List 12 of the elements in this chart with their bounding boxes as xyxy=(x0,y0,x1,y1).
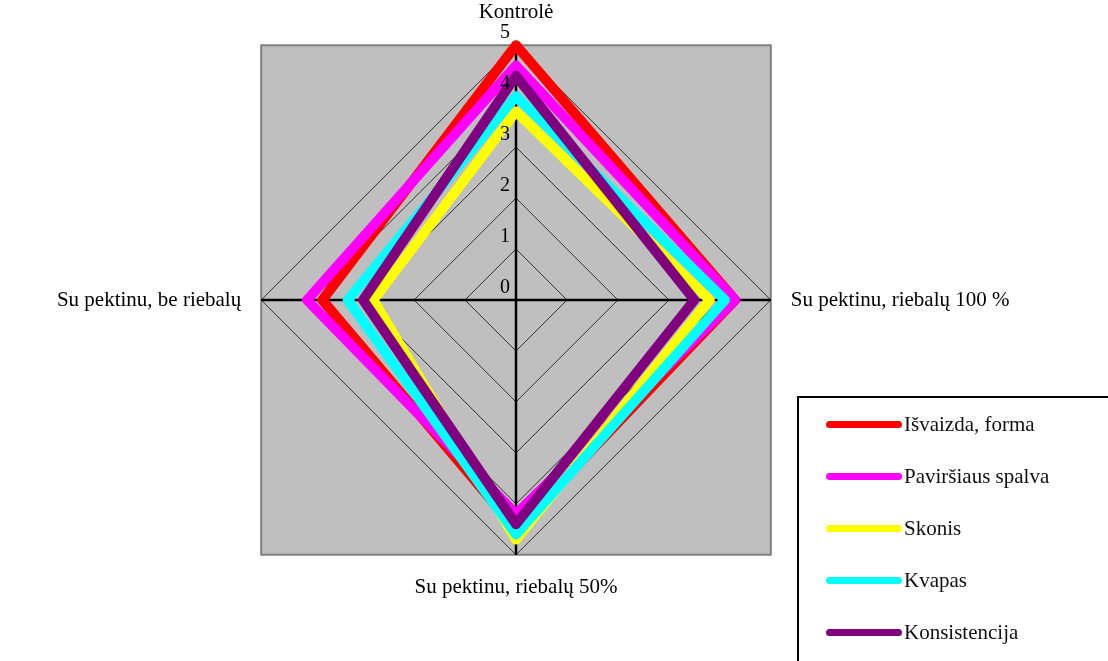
y-tick-label: 2 xyxy=(500,173,510,196)
y-tick-label: 4 xyxy=(500,71,510,94)
legend-label: Konsistencija xyxy=(904,619,1019,645)
y-tick-label: 0 xyxy=(500,275,510,298)
legend-label: Kvapas xyxy=(904,567,967,593)
spoke-label: Su pektinu, be riebalų xyxy=(56,286,242,311)
legend-label: Išvaizda, forma xyxy=(904,411,1035,437)
spoke-label: Su pektinu, riebalų 50% xyxy=(414,573,618,598)
legend-label: Skonis xyxy=(904,515,962,541)
y-tick-label: 1 xyxy=(500,224,510,247)
spoke-label: Su pektinu, riebalų 100 % xyxy=(790,286,1010,311)
legend-label: Paviršiaus spalva xyxy=(904,463,1050,489)
